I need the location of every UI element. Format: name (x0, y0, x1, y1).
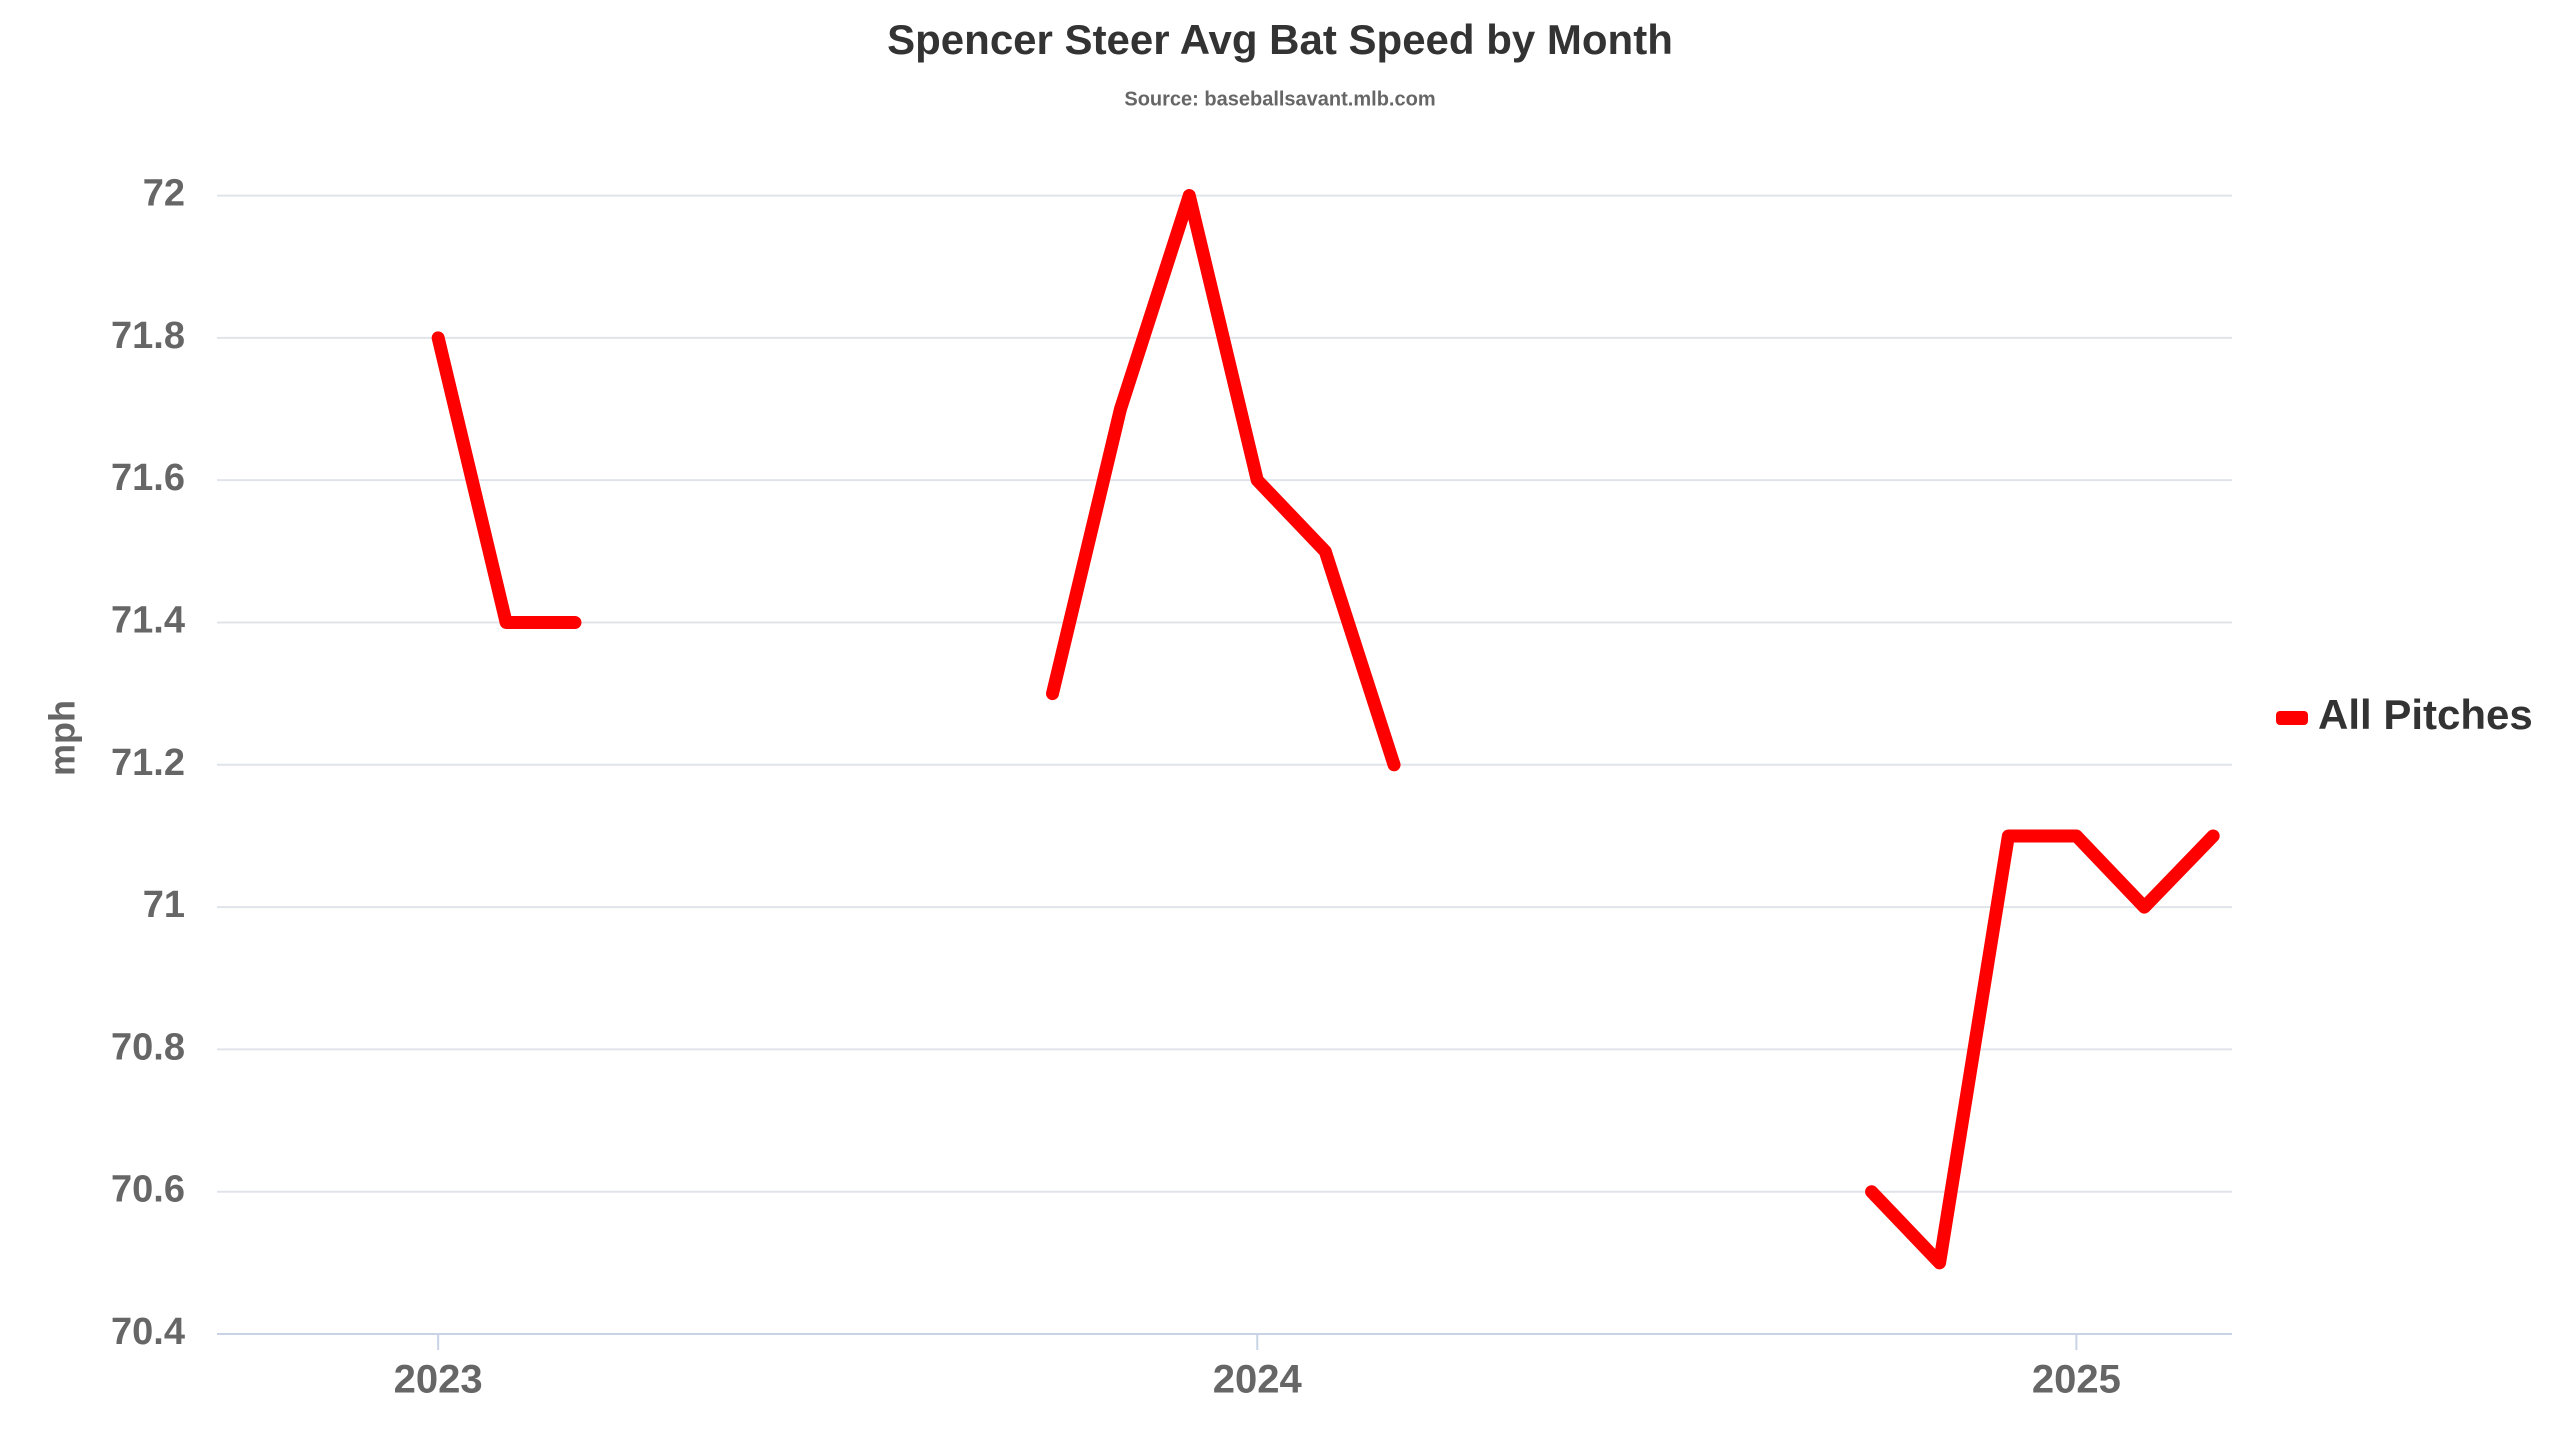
legend-label: All Pitches (2318, 691, 2533, 738)
legend-swatch (2276, 711, 2308, 725)
data-line (431, 189, 2220, 1270)
y-tick-label: 70.8 (111, 1026, 185, 1068)
x-tick-label: 2023 (394, 1358, 483, 1402)
y-tick-label: 71.8 (111, 315, 185, 357)
chart-title: Spencer Steer Avg Bat Speed by Month (887, 16, 1673, 63)
y-tick-label: 70.4 (111, 1311, 185, 1353)
x-tick-label: 2025 (2032, 1358, 2121, 1402)
x-tick-label: 2024 (1213, 1358, 1303, 1402)
y-tick-label: 71.4 (111, 600, 185, 642)
y-tick-label: 71.2 (111, 742, 185, 784)
y-axis-label: mph (42, 700, 83, 776)
chart-subtitle: Source: baseballsavant.mlb.com (1124, 88, 1435, 110)
y-tick-label: 70.6 (111, 1169, 185, 1211)
y-tick-label: 71.6 (111, 457, 185, 499)
y-tick-label: 72 (143, 173, 185, 215)
y-tick-label: 71 (143, 884, 185, 926)
